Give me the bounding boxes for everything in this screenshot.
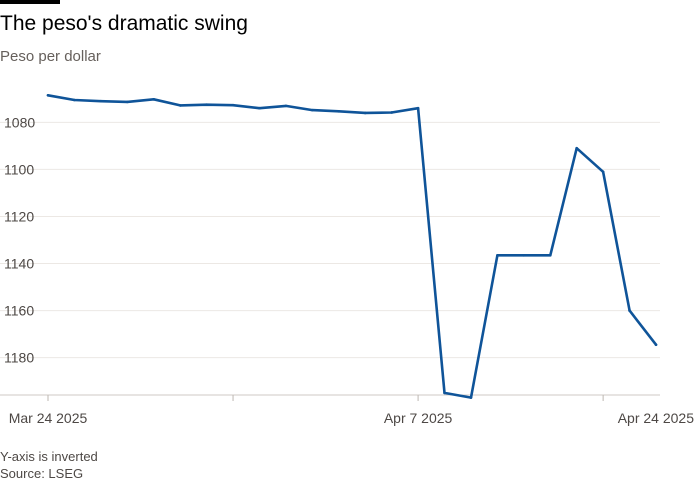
- y-tick-label: 1100: [4, 161, 34, 177]
- data-point: [443, 391, 446, 395]
- data-point: [231, 103, 235, 107]
- y-tick-label: 1180: [4, 350, 34, 366]
- data-point: [73, 98, 76, 102]
- data-point: [522, 253, 526, 257]
- data-point: [46, 93, 50, 97]
- y-tick-label: 1120: [4, 208, 34, 224]
- data-point: [126, 100, 129, 104]
- data-point: [469, 396, 473, 399]
- source-note: Source: LSEG: [0, 466, 84, 481]
- data-point: [390, 111, 393, 114]
- y-tick-label: 1140: [4, 256, 34, 272]
- chart-subtitle: Peso per dollar: [0, 48, 101, 65]
- y-tick-label: 1160: [4, 303, 34, 319]
- data-point: [416, 106, 420, 110]
- header-accent-bar: [0, 0, 60, 4]
- data-point: [363, 111, 367, 115]
- data-point: [311, 108, 314, 112]
- axis-note: Y-axis is inverted: [0, 449, 98, 464]
- data-point: [337, 109, 341, 113]
- data-point: [601, 170, 605, 174]
- data-point: [496, 253, 499, 257]
- data-point: [548, 253, 552, 257]
- x-tick-label: Mar 24 2025: [9, 410, 88, 426]
- chart-title: The peso's dramatic swing: [0, 12, 248, 35]
- data-point: [205, 103, 208, 107]
- data-point: [628, 309, 631, 312]
- x-tick-label: Apr 24 2025: [618, 410, 694, 426]
- data-point: [654, 343, 658, 347]
- x-axis: Mar 24 2025 Apr 7 2025 Apr 24 2025: [0, 394, 694, 426]
- data-point: [99, 99, 103, 103]
- y-axis-ticks: 1080 1100 1120 1140 1160 1180: [4, 114, 35, 365]
- data-point: [575, 146, 578, 150]
- grid-lines: [0, 121, 660, 359]
- series-layer: [46, 93, 658, 399]
- y-tick-label: 1080: [4, 114, 35, 130]
- series-line: [46, 94, 658, 399]
- data-point: [284, 104, 288, 108]
- data-point: [152, 97, 156, 101]
- x-tick-label: Apr 7 2025: [384, 410, 453, 426]
- line-chart: 1080 1100 1120 1140 1160 1180 Mar 24 2025 Apr …: [0, 93, 694, 426]
- data-point: [258, 106, 261, 110]
- data-point: [178, 104, 182, 107]
